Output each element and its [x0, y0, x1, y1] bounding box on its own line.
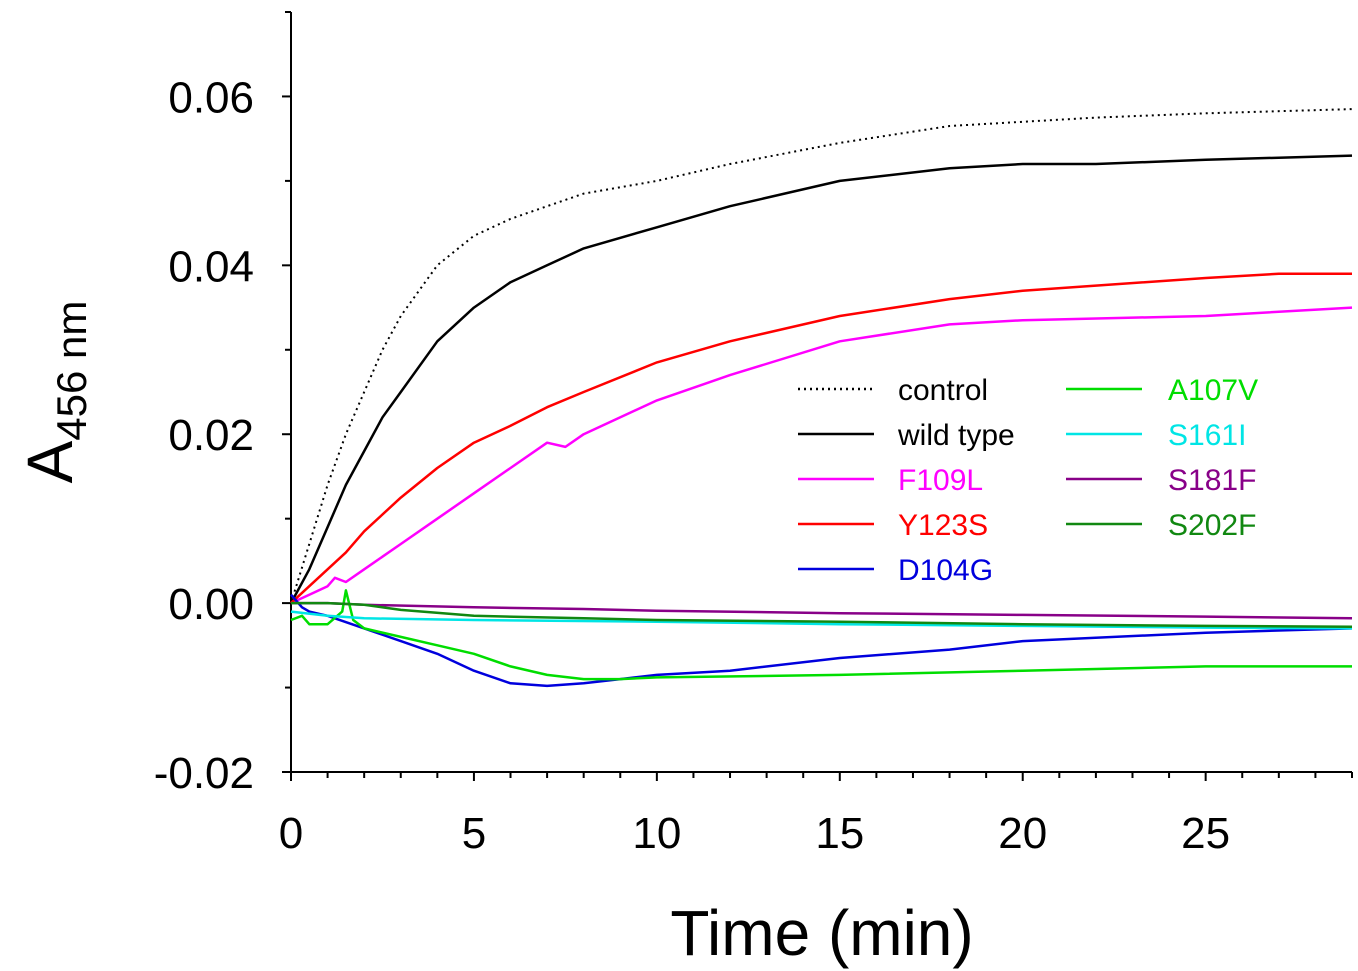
x-tick-label: 0 [279, 809, 303, 858]
svg-text:A456 nm: A456 nm [14, 301, 95, 484]
x-tick-label: 20 [998, 809, 1047, 858]
legend-label: S202F [1168, 509, 1256, 542]
y-axis-title-sub: 456 nm [48, 301, 95, 441]
series-line-s181f [291, 601, 1353, 620]
x-axis-title: Time (min) [670, 897, 973, 969]
x-tick-label: 5 [462, 809, 486, 858]
y-tick-label: 0.04 [168, 242, 254, 291]
y-tick-label: 0.06 [168, 73, 254, 122]
x-tick-label: 15 [815, 809, 864, 858]
legend-label: A107V [1168, 374, 1258, 407]
y-ticks: -0.02 0.00 0.02 0.04 0.06 [154, 11, 291, 798]
y-axis-title: A456 nm [14, 301, 95, 484]
series-line-s202f [291, 601, 1353, 629]
series-line-a107v [290, 589, 1352, 681]
plot-frame [290, 12, 1352, 773]
series-line-f109l [290, 306, 1353, 605]
x-ticks: 0 5 10 15 20 25 [279, 772, 1353, 858]
legend: control wild type F109L Y123S D104G A107V S161… [798, 374, 1258, 587]
series-line-d104g [290, 593, 1353, 688]
y-tick-label: 0.02 [168, 411, 254, 460]
legend-label: D104G [898, 554, 993, 587]
legend-label: Y123S [898, 509, 988, 542]
series-line-s161i [290, 610, 1353, 630]
legend-label: control [898, 374, 988, 407]
x-tick-label: 10 [632, 809, 681, 858]
series-line-y123s [290, 272, 1352, 605]
legend-label: S161I [1168, 419, 1246, 452]
y-tick-label: 0.00 [168, 580, 254, 629]
legend-label: F109L [898, 464, 983, 497]
legend-label: S181F [1168, 464, 1256, 497]
y-tick-label: -0.02 [154, 749, 254, 798]
legend-label: wild type [897, 419, 1015, 452]
series-line-wild-type [289, 154, 1353, 604]
x-tick-label: 25 [1181, 809, 1230, 858]
y-axis-title-main: A [14, 440, 86, 483]
series-layer [289, 108, 1353, 688]
